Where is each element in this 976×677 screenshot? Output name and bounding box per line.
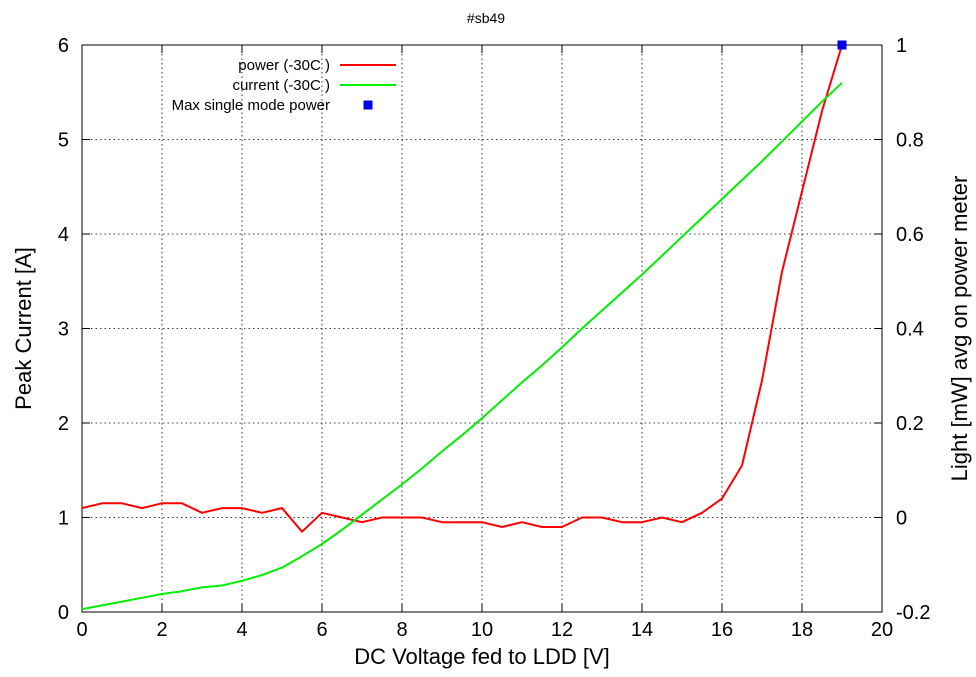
y2-tick-label: 1 bbox=[896, 35, 907, 57]
x-tick-label: 2 bbox=[156, 619, 167, 641]
y-tick-label: 2 bbox=[58, 413, 69, 435]
legend-label-max-single-mode-power: Max single mode power bbox=[172, 97, 330, 114]
x-tick-label: 0 bbox=[76, 619, 87, 641]
y-tick-label: 1 bbox=[58, 508, 69, 530]
x-tick-label: 18 bbox=[791, 619, 813, 641]
power-30c-line bbox=[81, 44, 843, 533]
x-tick-label: 10 bbox=[471, 619, 493, 641]
x-tick-label: 8 bbox=[396, 619, 407, 641]
y-tick-label: 3 bbox=[58, 319, 69, 341]
x-tick-label: 4 bbox=[236, 619, 247, 641]
y2-tick-label: 0.8 bbox=[896, 130, 924, 152]
series-layer bbox=[81, 40, 847, 611]
y-tick-label: 5 bbox=[58, 130, 69, 152]
y2-tick-label: 0.2 bbox=[896, 413, 924, 435]
y2-tick-label: -0.2 bbox=[896, 602, 930, 624]
x-tick-label: 6 bbox=[316, 619, 327, 641]
y-axis-title: Peak Current [A] bbox=[11, 247, 36, 410]
x-tick-label: 20 bbox=[871, 619, 893, 641]
y2-tick-label: 0.6 bbox=[896, 224, 924, 246]
legend: power (-30C ) current (-30C ) Max single m… bbox=[172, 57, 396, 114]
grid bbox=[82, 45, 882, 612]
y2-tick-label: 0.4 bbox=[896, 319, 924, 341]
chart-title: #sb49 bbox=[467, 10, 505, 26]
y2-axis-title: Light [mW] avg on power meter bbox=[947, 176, 972, 482]
x-tick-label: 12 bbox=[551, 619, 573, 641]
x-tick-label: 14 bbox=[631, 619, 653, 641]
legend-marker-max-single-mode-power bbox=[363, 100, 373, 110]
axis-ticks: 0 2 4 6 8 10 12 14 16 18 200123456-0.200.20.40.60.… bbox=[58, 35, 931, 641]
y2-tick-label: 0 bbox=[896, 508, 907, 530]
current-30c-line bbox=[81, 82, 843, 611]
legend-label-current-30c: current (-30C ) bbox=[232, 77, 330, 94]
y-tick-label: 0 bbox=[58, 602, 69, 624]
x-tick-label: 16 bbox=[711, 619, 733, 641]
max-single-mode-power-point bbox=[837, 40, 847, 50]
x-axis-title: DC Voltage fed to LDD [V] bbox=[354, 644, 610, 669]
legend-label-power-30c: power (-30C ) bbox=[238, 57, 330, 74]
y-tick-label: 4 bbox=[58, 224, 69, 246]
y-tick-label: 6 bbox=[58, 35, 69, 57]
